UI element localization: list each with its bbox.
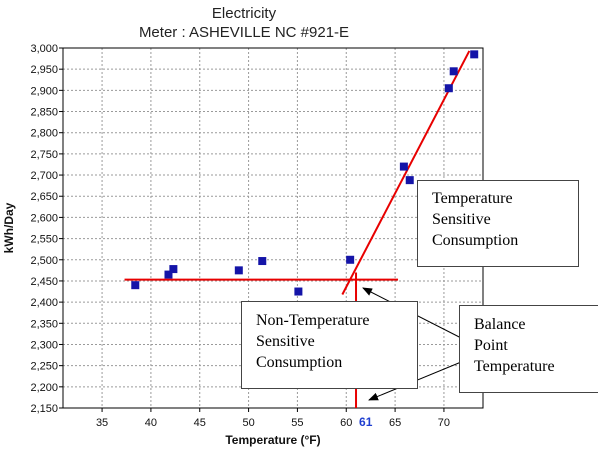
data-point bbox=[399, 162, 408, 171]
y-axis-label: kWh/Day bbox=[2, 202, 16, 253]
y-tick-label: 2,400 bbox=[30, 297, 58, 309]
x-axis-label: Temperature (°F) bbox=[225, 433, 320, 447]
y-tick-label: 2,600 bbox=[30, 212, 58, 224]
y-tick-label: 2,500 bbox=[30, 255, 58, 267]
data-point bbox=[444, 84, 453, 93]
annotation-balance-point: Balance Point Temperature bbox=[459, 305, 598, 393]
balance-point-tick-label: 61 bbox=[359, 415, 373, 429]
y-tick-label: 2,150 bbox=[30, 403, 58, 415]
y-tick-label: 2,550 bbox=[30, 234, 58, 246]
data-point bbox=[346, 255, 355, 264]
y-tick-label: 2,450 bbox=[30, 276, 58, 288]
x-tick-label: 45 bbox=[194, 417, 206, 429]
x-tick-label: 70 bbox=[438, 417, 450, 429]
data-point bbox=[449, 67, 458, 76]
chart-title: Electricity bbox=[212, 5, 277, 22]
x-tick-label: 60 bbox=[340, 417, 352, 429]
y-tick-label: 2,300 bbox=[30, 339, 58, 351]
y-tick-label: 2,700 bbox=[30, 170, 58, 182]
y-axis-ticks: 2,150 2,200 2,250 2,300 2,350 2,400 2,450 2,500… bbox=[30, 43, 63, 415]
annotation-line: Consumption bbox=[256, 354, 343, 371]
annotation-line: Non-Temperature bbox=[256, 312, 370, 329]
data-point bbox=[164, 270, 173, 279]
chart-subtitle: Meter : ASHEVILLE NC #921-E bbox=[139, 24, 349, 41]
y-tick-label: 2,900 bbox=[30, 85, 58, 97]
annotation-line: Point bbox=[474, 337, 508, 354]
x-tick-label: 50 bbox=[242, 417, 254, 429]
data-point bbox=[405, 176, 414, 185]
annotation-line: Sensitive bbox=[432, 211, 491, 228]
data-point bbox=[294, 287, 303, 296]
data-point bbox=[470, 50, 479, 59]
x-axis-ticks: 35 40 45 50 55 60 65 70 61 bbox=[96, 408, 450, 429]
annotation-line: Consumption bbox=[432, 232, 519, 249]
x-tick-label: 40 bbox=[145, 417, 157, 429]
y-tick-label: 2,800 bbox=[30, 128, 58, 140]
y-tick-label: 2,200 bbox=[30, 382, 58, 394]
y-tick-label: 3,000 bbox=[30, 43, 58, 55]
annotation-line: Temperature bbox=[432, 190, 513, 207]
data-point bbox=[169, 265, 178, 274]
data-point bbox=[258, 257, 267, 266]
annotation-line: Balance bbox=[474, 316, 526, 333]
y-tick-label: 2,650 bbox=[30, 191, 58, 203]
data-points bbox=[131, 50, 479, 296]
annotation-line: Sensitive bbox=[256, 333, 315, 350]
y-tick-label: 2,250 bbox=[30, 361, 58, 373]
annotation-line: Temperature bbox=[474, 358, 555, 375]
x-tick-label: 55 bbox=[291, 417, 303, 429]
annotation-non-temperature-sensitive: Non-Temperature Sensitive Consumption bbox=[241, 301, 418, 389]
y-tick-label: 2,750 bbox=[30, 149, 58, 161]
y-tick-label: 2,850 bbox=[30, 107, 58, 119]
annotation-temperature-sensitive: Temperature Sensitive Consumption bbox=[417, 180, 579, 267]
data-point bbox=[131, 281, 140, 290]
data-point bbox=[234, 266, 243, 275]
x-tick-label: 35 bbox=[96, 417, 108, 429]
y-tick-label: 2,350 bbox=[30, 318, 58, 330]
x-tick-label: 65 bbox=[389, 417, 401, 429]
y-tick-label: 2,950 bbox=[30, 64, 58, 76]
